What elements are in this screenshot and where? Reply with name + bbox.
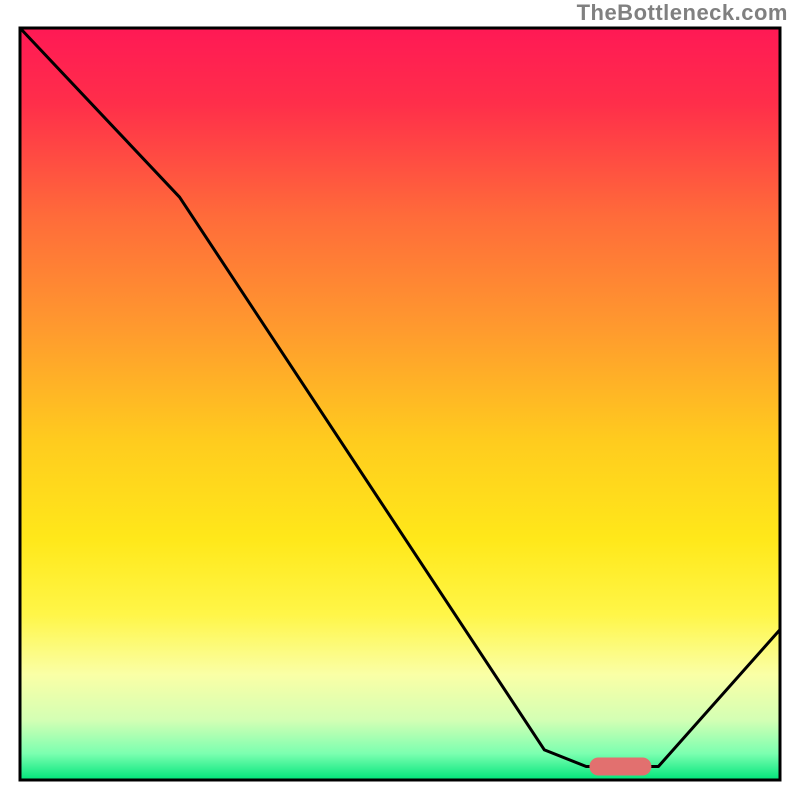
watermark-text: TheBottleneck.com bbox=[577, 0, 788, 26]
bottleneck-chart bbox=[0, 0, 800, 800]
plot-background bbox=[20, 28, 780, 780]
optimum-marker bbox=[589, 758, 651, 776]
